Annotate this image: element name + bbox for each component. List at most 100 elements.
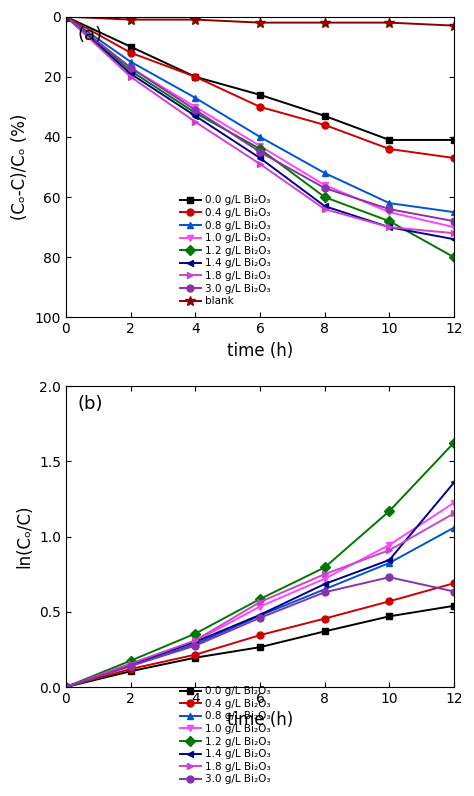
Line: 1.4 g/L Bi₂O₃: 1.4 g/L Bi₂O₃	[63, 479, 457, 690]
0.4 g/L Bi₂O₃	[386, 144, 392, 154]
3.0 g/L Bi₂O₃	[386, 205, 392, 214]
0.0 g/L Bi₂O₃	[128, 666, 134, 676]
1.8 g/L Bi₂O₃	[192, 117, 198, 127]
3.0 g/L Bi₂O₃	[257, 613, 263, 622]
0.4 g/L Bi₂O₃	[322, 120, 328, 130]
0.0 g/L Bi₂O₃	[257, 90, 263, 100]
Line: 0.0 g/L Bi₂O₃: 0.0 g/L Bi₂O₃	[63, 603, 457, 690]
Line: blank: blank	[61, 12, 459, 30]
1.4 g/L Bi₂O₃	[128, 660, 134, 669]
0.4 g/L Bi₂O₃	[451, 579, 457, 588]
3.0 g/L Bi₂O₃	[451, 587, 457, 596]
Line: 1.8 g/L Bi₂O₃: 1.8 g/L Bi₂O₃	[63, 14, 457, 236]
3.0 g/L Bi₂O₃	[192, 105, 198, 115]
1.4 g/L Bi₂O₃	[322, 579, 328, 589]
0.8 g/L Bi₂O₃	[451, 208, 457, 217]
0.0 g/L Bi₂O₃	[257, 642, 263, 652]
0.4 g/L Bi₂O₃	[322, 614, 328, 623]
3.0 g/L Bi₂O₃	[322, 183, 328, 193]
blank	[257, 18, 263, 27]
1.8 g/L Bi₂O₃	[63, 12, 69, 21]
0.8 g/L Bi₂O₃	[257, 132, 263, 142]
0.4 g/L Bi₂O₃	[128, 664, 134, 673]
1.4 g/L Bi₂O₃	[386, 222, 392, 232]
0.0 g/L Bi₂O₃	[451, 135, 457, 145]
1.4 g/L Bi₂O₃	[451, 478, 457, 487]
Text: (b): (b)	[78, 396, 103, 413]
Text: (a): (a)	[78, 25, 103, 44]
1.8 g/L Bi₂O₃	[451, 509, 457, 518]
1.4 g/L Bi₂O₃	[451, 235, 457, 244]
Line: 1.2 g/L Bi₂O₃: 1.2 g/L Bi₂O₃	[63, 439, 457, 690]
blank	[451, 21, 457, 30]
0.0 g/L Bi₂O₃	[386, 135, 392, 145]
1.0 g/L Bi₂O₃	[257, 602, 263, 611]
3.0 g/L Bi₂O₃	[128, 63, 134, 72]
1.0 g/L Bi₂O₃	[128, 63, 134, 72]
1.4 g/L Bi₂O₃	[63, 682, 69, 692]
0.8 g/L Bi₂O₃	[63, 682, 69, 692]
Y-axis label: (Cₒ-C)/Cₒ (%): (Cₒ-C)/Cₒ (%)	[11, 114, 29, 220]
Line: 0.0 g/L Bi₂O₃: 0.0 g/L Bi₂O₃	[63, 14, 457, 143]
1.8 g/L Bi₂O₃	[451, 228, 457, 238]
0.8 g/L Bi₂O₃	[128, 661, 134, 671]
1.8 g/L Bi₂O₃	[128, 72, 134, 81]
1.2 g/L Bi₂O₃	[451, 438, 457, 447]
1.0 g/L Bi₂O₃	[451, 498, 457, 508]
blank	[63, 12, 69, 21]
3.0 g/L Bi₂O₃	[63, 12, 69, 21]
1.2 g/L Bi₂O₃	[128, 656, 134, 665]
0.4 g/L Bi₂O₃	[257, 102, 263, 111]
0.8 g/L Bi₂O₃	[451, 523, 457, 533]
1.8 g/L Bi₂O₃	[128, 659, 134, 669]
0.8 g/L Bi₂O₃	[386, 558, 392, 568]
X-axis label: time (h): time (h)	[227, 341, 293, 360]
0.8 g/L Bi₂O₃	[386, 198, 392, 208]
1.0 g/L Bi₂O₃	[386, 540, 392, 550]
1.8 g/L Bi₂O₃	[322, 569, 328, 579]
3.0 g/L Bi₂O₃	[192, 641, 198, 650]
1.4 g/L Bi₂O₃	[386, 555, 392, 564]
0.8 g/L Bi₂O₃	[63, 12, 69, 21]
0.8 g/L Bi₂O₃	[192, 639, 198, 649]
3.0 g/L Bi₂O₃	[322, 587, 328, 597]
0.0 g/L Bi₂O₃	[192, 72, 198, 81]
0.4 g/L Bi₂O₃	[257, 630, 263, 640]
0.0 g/L Bi₂O₃	[63, 682, 69, 692]
1.8 g/L Bi₂O₃	[386, 545, 392, 555]
1.2 g/L Bi₂O₃	[322, 193, 328, 202]
0.0 g/L Bi₂O₃	[386, 611, 392, 621]
Line: 1.0 g/L Bi₂O₃: 1.0 g/L Bi₂O₃	[63, 14, 457, 231]
1.8 g/L Bi₂O₃	[257, 597, 263, 607]
1.0 g/L Bi₂O₃	[451, 222, 457, 232]
3.0 g/L Bi₂O₃	[63, 682, 69, 692]
Line: 1.8 g/L Bi₂O₃: 1.8 g/L Bi₂O₃	[63, 509, 457, 690]
Line: 1.2 g/L Bi₂O₃: 1.2 g/L Bi₂O₃	[63, 14, 457, 261]
1.8 g/L Bi₂O₃	[322, 205, 328, 214]
Line: 0.4 g/L Bi₂O₃: 0.4 g/L Bi₂O₃	[63, 14, 457, 162]
0.0 g/L Bi₂O₃	[192, 653, 198, 662]
3.0 g/L Bi₂O₃	[128, 661, 134, 671]
0.8 g/L Bi₂O₃	[322, 168, 328, 178]
1.0 g/L Bi₂O₃	[322, 574, 328, 583]
3.0 g/L Bi₂O₃	[257, 147, 263, 157]
0.4 g/L Bi₂O₃	[63, 12, 69, 21]
1.2 g/L Bi₂O₃	[257, 144, 263, 154]
0.4 g/L Bi₂O₃	[192, 72, 198, 81]
blank	[322, 18, 328, 27]
Y-axis label: ln(Cₒ/C): ln(Cₒ/C)	[16, 505, 34, 568]
1.4 g/L Bi₂O₃	[128, 69, 134, 79]
1.2 g/L Bi₂O₃	[63, 682, 69, 692]
blank	[128, 15, 134, 25]
Line: 1.4 g/L Bi₂O₃: 1.4 g/L Bi₂O₃	[63, 14, 457, 243]
0.4 g/L Bi₂O₃	[451, 153, 457, 162]
blank	[386, 18, 392, 27]
0.0 g/L Bi₂O₃	[451, 601, 457, 611]
1.8 g/L Bi₂O₃	[63, 682, 69, 692]
0.0 g/L Bi₂O₃	[128, 42, 134, 52]
1.0 g/L Bi₂O₃	[386, 208, 392, 217]
1.0 g/L Bi₂O₃	[63, 682, 69, 692]
0.0 g/L Bi₂O₃	[322, 111, 328, 121]
1.4 g/L Bi₂O₃	[257, 153, 263, 162]
Legend: 0.0 g/L Bi₂O₃, 0.4 g/L Bi₂O₃, 0.8 g/L Bi₂O₃, 1.0 g/L Bi₂O₃, 1.2 g/L Bi₂O₃, 1.4 g: 0.0 g/L Bi₂O₃, 0.4 g/L Bi₂O₃, 0.8 g/L Bi…	[180, 195, 271, 306]
